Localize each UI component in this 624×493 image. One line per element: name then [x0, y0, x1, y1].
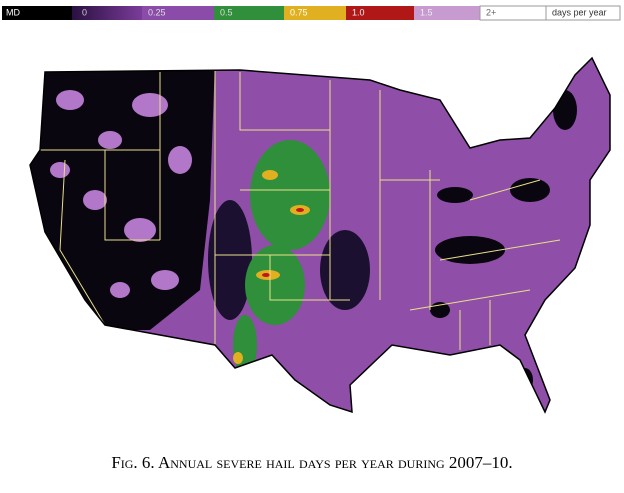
legend: MD 0 0.25 0.5 0.75 1.0 1.5 2+ days per y…	[2, 5, 621, 21]
state-border	[40, 70, 561, 350]
speckle	[168, 146, 192, 174]
high-patch	[233, 315, 257, 375]
dry-region	[30, 58, 215, 330]
legend-label: 1.0	[352, 7, 365, 17]
legend-swatch	[414, 6, 480, 20]
low-region	[208, 200, 370, 320]
caption: Fig. 6. Annual severe hail days per year…	[111, 453, 512, 472]
legend-swatch	[284, 6, 346, 20]
speckle	[151, 270, 179, 290]
low-patch	[208, 200, 252, 320]
high-region	[233, 140, 330, 375]
speckles	[50, 90, 192, 298]
peak-patch	[262, 170, 278, 180]
speckle	[83, 190, 107, 210]
low-patch	[320, 230, 370, 310]
dry-patch	[553, 90, 577, 130]
high-patch	[245, 245, 305, 325]
state-borders	[40, 70, 561, 350]
legend-swatch	[2, 6, 72, 20]
dry-patch	[437, 187, 473, 203]
legend-label: 2+	[486, 7, 496, 17]
dry-patch	[430, 302, 450, 318]
speckle	[98, 131, 122, 149]
legend-swatch	[346, 6, 414, 20]
legend-label: 0	[82, 7, 87, 17]
peak-patch	[233, 352, 243, 364]
dry-patches	[430, 90, 577, 392]
legend-swatch	[214, 6, 284, 20]
high-patch	[250, 140, 330, 250]
max-patch	[262, 273, 270, 277]
dry-patch	[510, 178, 550, 202]
legend-label: 1.5	[420, 7, 433, 17]
speckle	[50, 162, 70, 178]
speckle	[132, 93, 168, 117]
map	[30, 58, 610, 412]
legend-unit: days per year	[552, 7, 607, 17]
legend-label: 0.5	[220, 7, 233, 17]
legend-swatch	[545, 5, 621, 21]
legend-label: 0.75	[290, 7, 308, 17]
speckle	[110, 282, 130, 298]
legend-swatch	[72, 6, 142, 20]
legend-label: MD	[6, 7, 20, 17]
speckle	[56, 90, 84, 110]
speckle	[124, 218, 156, 242]
max-region	[262, 208, 304, 277]
max-patch	[296, 208, 304, 212]
legend-label: 0.25	[148, 7, 166, 17]
dry-patch	[435, 236, 505, 264]
legend-swatch	[142, 6, 214, 20]
